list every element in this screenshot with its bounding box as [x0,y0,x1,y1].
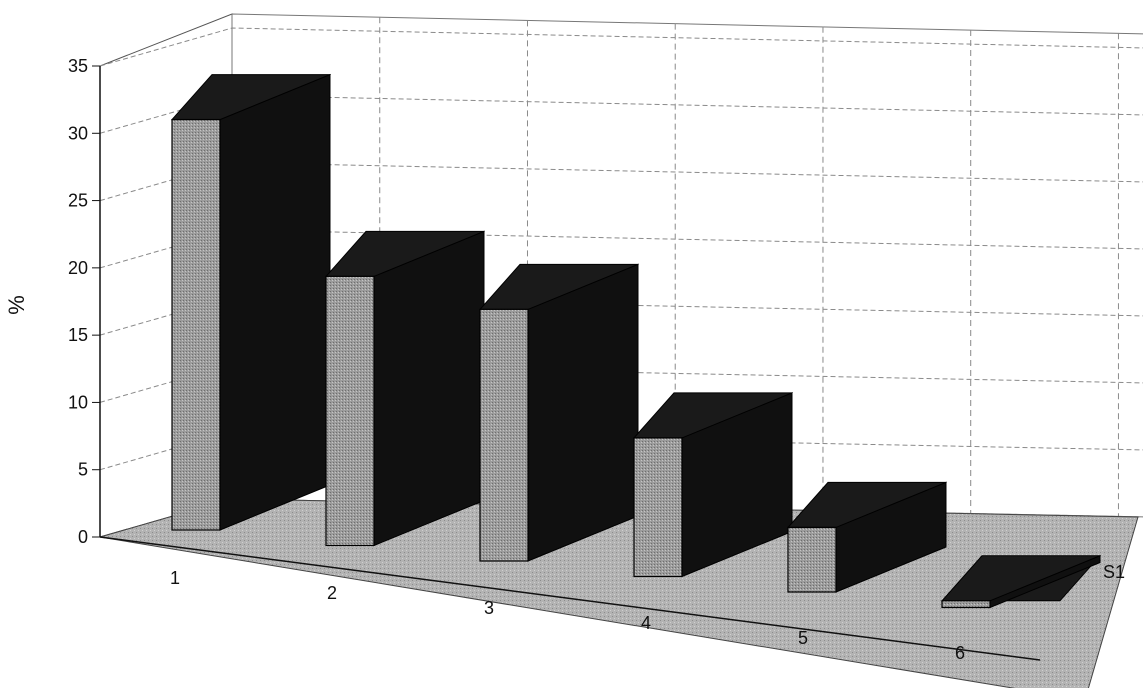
bars [170,73,1102,609]
x-category-label: 2 [327,583,337,603]
bar [170,73,332,531]
x-category-label: 5 [798,628,808,648]
y-tick-label: 5 [78,460,88,480]
y-tick-label: 20 [68,258,88,278]
y-tick-label: 25 [68,191,88,211]
x-category-labels: 1 2 3 4 5 6 [170,568,965,663]
gridline-y [99,27,1143,67]
bar-front-face [787,526,837,593]
y-tick-label: 35 [68,56,88,76]
bar-side-face [527,263,639,562]
x-category-label: 4 [641,613,651,633]
bar [478,263,640,562]
x-category-label: 3 [484,598,494,618]
y-tick-label: 10 [68,392,88,412]
y-tick-label: 15 [68,325,88,345]
y-axis-title: % [4,295,29,315]
axes [92,65,1041,661]
bar [632,392,794,578]
y-tick-labels: 0 5 10 15 20 25 30 35 [68,56,88,547]
y-tick-label: 0 [78,527,88,547]
bar [324,230,486,547]
bar-front-face [633,437,683,578]
bar-front-face [479,308,529,562]
bar-front-face [941,600,991,609]
bar-front-face [171,118,221,531]
bar-side-face [373,230,485,547]
x-category-label: 1 [170,568,180,588]
bar [940,555,1102,609]
bar [786,481,948,593]
bar-front-face [325,275,375,547]
series-label: S1 [1103,562,1125,582]
bar-side-face [219,73,331,531]
y-tick-label: 30 [68,123,88,143]
x-category-label: 6 [955,643,965,663]
x-axis-line [99,536,1041,661]
